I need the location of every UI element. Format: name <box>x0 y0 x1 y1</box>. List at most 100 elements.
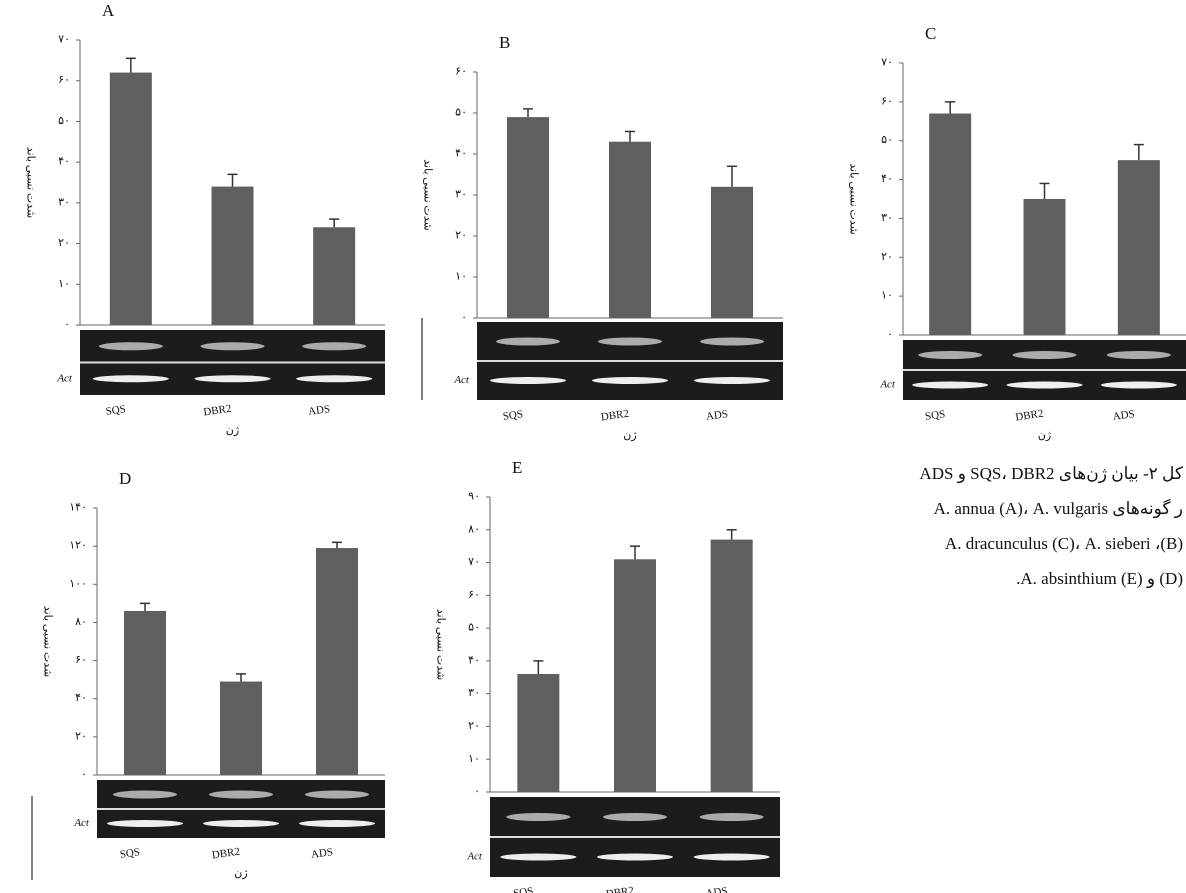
gel-band <box>1107 351 1171 359</box>
y-tick-label: ۱۰ <box>58 278 70 290</box>
y-tick-label: ۸۰ <box>468 523 480 535</box>
gel-band <box>500 854 576 861</box>
gel-band <box>912 382 988 389</box>
x-tick-label: ADS <box>705 408 728 423</box>
gel-band <box>209 791 273 799</box>
gel-row-label: Act <box>73 817 90 829</box>
y-tick-label: ۲۰ <box>455 230 467 242</box>
y-tick-label: ۲۰ <box>881 251 893 263</box>
gel-band <box>1007 382 1083 389</box>
gel-band <box>694 854 770 861</box>
x-tick-label: SQS <box>105 403 127 418</box>
y-axis-label: شدت نسبی باند <box>434 609 446 680</box>
x-tick-label: DBR2 <box>211 846 241 862</box>
gel-band <box>305 791 369 799</box>
y-tick-label: ۳۰ <box>455 189 467 201</box>
y-tick-label: ۴۰ <box>881 173 893 185</box>
y-tick-label: ۴۰ <box>75 692 87 704</box>
x-tick-label: DBR2 <box>600 408 630 424</box>
panel-title: D <box>119 469 131 488</box>
y-tick-label: ۶۰ <box>58 74 70 86</box>
caption-line: ر گونه‌های A. annua (A)، A. vulgaris <box>934 498 1183 519</box>
y-tick-label: ۱۴۰ <box>69 502 87 514</box>
bar <box>711 187 753 318</box>
x-axis-label: ژن <box>234 868 247 880</box>
gel-row-label: Act <box>56 372 73 384</box>
gel-band <box>918 351 982 359</box>
gel-band <box>201 342 265 350</box>
gel-band <box>93 375 169 382</box>
y-tick-label: ۶۰ <box>468 589 480 601</box>
y-tick-label: ۰ <box>81 769 87 781</box>
gel-band <box>299 820 375 827</box>
panel-title: B <box>499 33 510 52</box>
caption-line: کل ۲- بیان ژن‌های SQS، DBR2 و ADS <box>919 464 1183 484</box>
gel-band <box>113 791 177 799</box>
gel-band <box>700 813 764 821</box>
gel-band <box>597 854 673 861</box>
y-tick-label: ۲۰ <box>75 730 87 742</box>
panel-title: E <box>512 458 522 477</box>
y-tick-label: ۶۰ <box>75 654 87 666</box>
y-tick-label: ۳۰ <box>468 687 480 699</box>
y-tick-label: ۵۰ <box>58 115 70 127</box>
y-tick-label: ۱۰ <box>881 290 893 302</box>
bar <box>711 540 753 792</box>
gel-band <box>592 377 668 384</box>
panel-title: A <box>102 1 115 20</box>
bar <box>316 548 358 775</box>
y-axis-label: شدت نسبی باند <box>421 159 433 230</box>
gel-band <box>700 338 764 346</box>
x-axis-label: ژن <box>226 425 239 437</box>
y-tick-label: ۰ <box>887 329 893 341</box>
gel-band <box>1101 382 1177 389</box>
gel-band <box>203 820 279 827</box>
gel-band <box>506 813 570 821</box>
x-tick-label: SQS <box>924 408 946 423</box>
bar <box>1118 160 1160 335</box>
gel-band <box>302 342 366 350</box>
x-tick-label: ADS <box>310 846 333 861</box>
gel-row-label: Act <box>879 379 896 391</box>
y-tick-label: ۴۰ <box>468 654 480 666</box>
y-tick-label: ۰ <box>474 786 480 798</box>
x-tick-label: SQS <box>502 408 524 423</box>
bar <box>220 682 262 775</box>
y-axis-label: شدت نسبی باند <box>24 147 36 218</box>
gel-band <box>107 820 183 827</box>
y-tick-label: ۷۰ <box>58 34 70 46</box>
x-tick-label: ADS <box>705 885 728 893</box>
bar <box>313 227 355 325</box>
x-tick-label: DBR2 <box>203 403 233 419</box>
y-tick-label: ۵۰ <box>468 622 480 634</box>
y-tick-label: ۹۰ <box>468 491 480 503</box>
bar <box>609 142 651 318</box>
gel-band <box>1013 351 1077 359</box>
gel-band <box>496 338 560 346</box>
y-axis-label: شدت نسبی باند <box>41 606 53 677</box>
bar <box>507 117 549 318</box>
y-tick-label: ۸۰ <box>75 616 87 628</box>
bar <box>212 187 254 325</box>
y-tick-label: ۴۰ <box>455 148 467 160</box>
gel-row-label: Act <box>466 851 483 863</box>
figure: کل ۲- بیان ژن‌های SQS، DBR2 و ADS ر گونه… <box>0 0 1186 893</box>
y-tick-label: ۴۰ <box>58 156 70 168</box>
y-tick-label: ۶۰ <box>881 95 893 107</box>
x-tick-label: ADS <box>1112 408 1135 423</box>
bar <box>614 559 656 792</box>
bar <box>124 611 166 775</box>
panel-title: C <box>925 24 936 43</box>
y-tick-label: ۲۰ <box>468 720 480 732</box>
y-tick-label: ۱۲۰ <box>69 540 87 552</box>
bar <box>517 674 559 792</box>
x-tick-label: SQS <box>512 885 534 893</box>
gel-band <box>598 338 662 346</box>
y-tick-label: ۷۰ <box>468 556 480 568</box>
y-tick-label: ۱۰۰ <box>69 578 87 590</box>
y-tick-label: ۰ <box>64 319 70 331</box>
x-tick-label: SQS <box>119 846 141 861</box>
x-tick-label: DBR2 <box>1015 408 1045 424</box>
y-tick-label: ۳۰ <box>881 212 893 224</box>
y-tick-label: ۱۰ <box>455 271 467 283</box>
